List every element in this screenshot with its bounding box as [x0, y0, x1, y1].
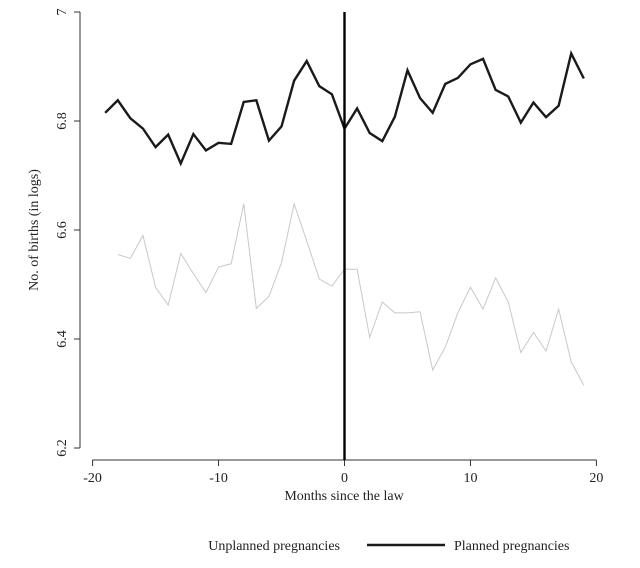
- x-tick-label: -20: [83, 471, 102, 486]
- legend-label-unplanned: Unplanned pregnancies: [208, 539, 340, 554]
- axes: 6.2 6.4 6.6 6.8 7 -20 -10 0 10 20: [55, 9, 603, 487]
- y-tick-label: 6.4: [55, 330, 70, 348]
- y-axis-title: No. of births (in logs): [27, 169, 42, 291]
- y-tick-label: 6.8: [55, 112, 70, 130]
- y-tick-label: 6.2: [55, 439, 70, 457]
- x-axis-title: Months since the law: [284, 489, 404, 504]
- legend-label-planned: Planned pregnancies: [454, 539, 569, 554]
- y-tick-label: 6.6: [55, 221, 70, 239]
- series-layer: [104, 12, 585, 460]
- legend: Unplanned pregnancies Planned pregnancie…: [208, 539, 569, 554]
- y-tick-label: 7: [55, 9, 70, 16]
- x-tick-label: 10: [463, 471, 477, 486]
- x-tick-label: 20: [589, 471, 603, 486]
- x-tick-label: -10: [209, 471, 228, 486]
- x-tick-label: 0: [341, 471, 348, 486]
- series-line-unplanned: [117, 201, 585, 386]
